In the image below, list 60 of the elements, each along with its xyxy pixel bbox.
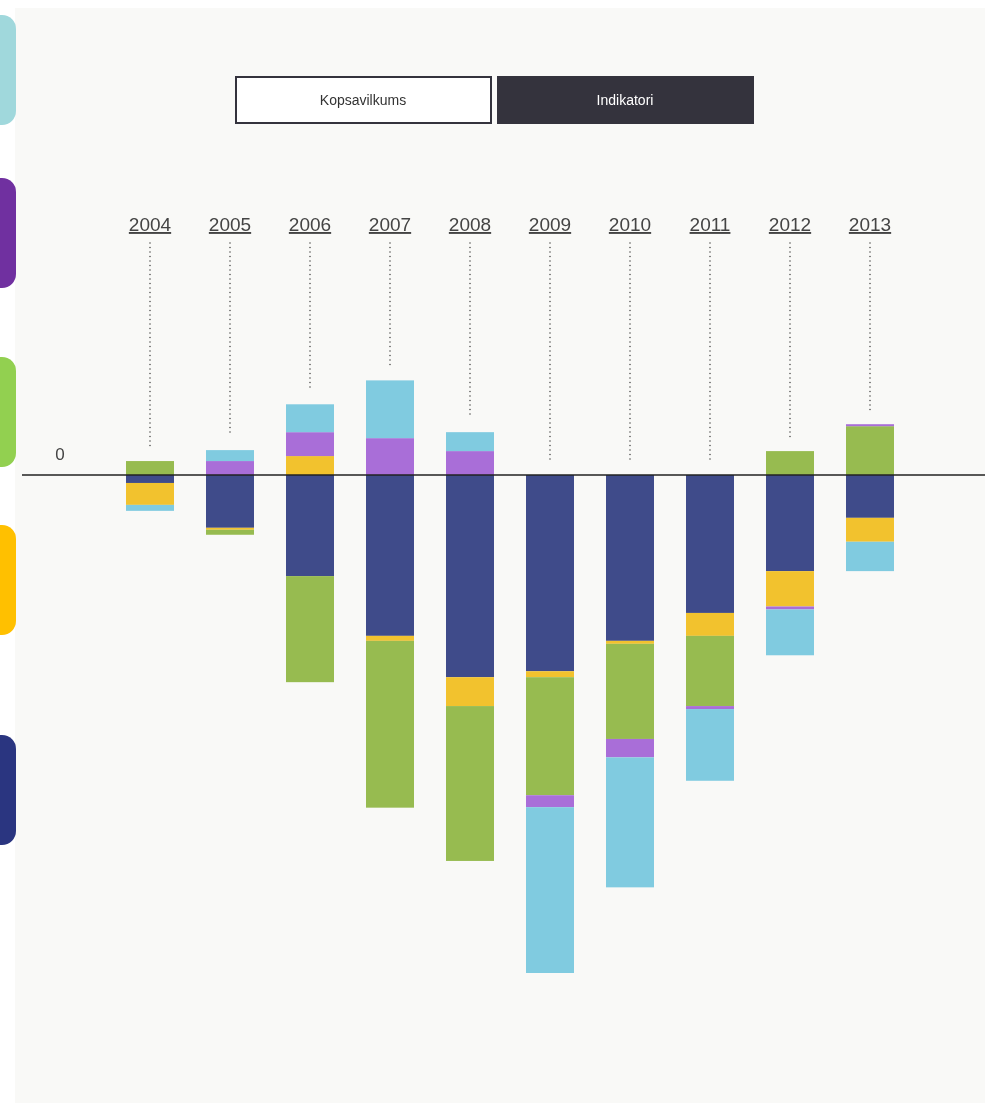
bar: [846, 541, 894, 572]
bar: [686, 709, 734, 781]
text: Kopsavilkums: [319, 92, 407, 108]
bar: [606, 643, 654, 739]
bar: [366, 640, 414, 808]
bar: [366, 438, 414, 475]
x-tick-label: 2012: [768, 214, 812, 235]
bar: [526, 677, 574, 796]
bar: [846, 426, 894, 475]
bar: [526, 671, 574, 678]
bar: [686, 635, 734, 707]
x-tick-label: 2007: [368, 214, 412, 235]
bar: [206, 450, 254, 462]
bar: [686, 612, 734, 636]
bar: [206, 529, 254, 535]
bar: [446, 451, 494, 475]
bar: [526, 795, 574, 808]
x-tick-label: 2005: [208, 214, 252, 235]
bar: [606, 640, 654, 644]
bar: [766, 475, 814, 572]
bar: [286, 432, 334, 457]
bar: [286, 576, 334, 683]
bar: [446, 677, 494, 707]
x-tick-label: 2009: [528, 214, 572, 235]
text: Indikatori: [596, 92, 654, 108]
bar: [366, 635, 414, 641]
ref-line-label: 0: [55, 445, 65, 464]
x-tick-label: 2011: [689, 214, 731, 235]
bar: [846, 517, 894, 542]
bar: [446, 706, 494, 861]
bar: [126, 461, 174, 475]
bar: [206, 461, 254, 475]
bar: [446, 475, 494, 678]
bar: [526, 807, 574, 973]
x-tick-label: 2013: [848, 214, 892, 235]
x-tick-label: 2010: [608, 214, 652, 235]
bar: [286, 475, 334, 577]
bar: [766, 571, 814, 607]
bar: [366, 475, 414, 636]
bar: [606, 475, 654, 641]
bar: [846, 475, 894, 518]
bar: [206, 475, 254, 528]
bar: [766, 606, 814, 610]
bar: [126, 504, 174, 511]
bar: [446, 432, 494, 452]
bar: [766, 609, 814, 656]
bar: [846, 424, 894, 427]
bar: [606, 757, 654, 888]
x-tick-label: 2006: [288, 214, 332, 235]
x-tick-label: 2004: [128, 214, 172, 235]
bar: [126, 482, 174, 505]
bar: [686, 475, 734, 613]
bar: [526, 475, 574, 672]
bar: [606, 738, 654, 758]
bar: [286, 404, 334, 433]
x-tick-label: 2008: [448, 214, 492, 235]
bar: [366, 380, 414, 439]
bar: [766, 451, 814, 475]
bar: [286, 456, 334, 475]
bar: [686, 706, 734, 710]
